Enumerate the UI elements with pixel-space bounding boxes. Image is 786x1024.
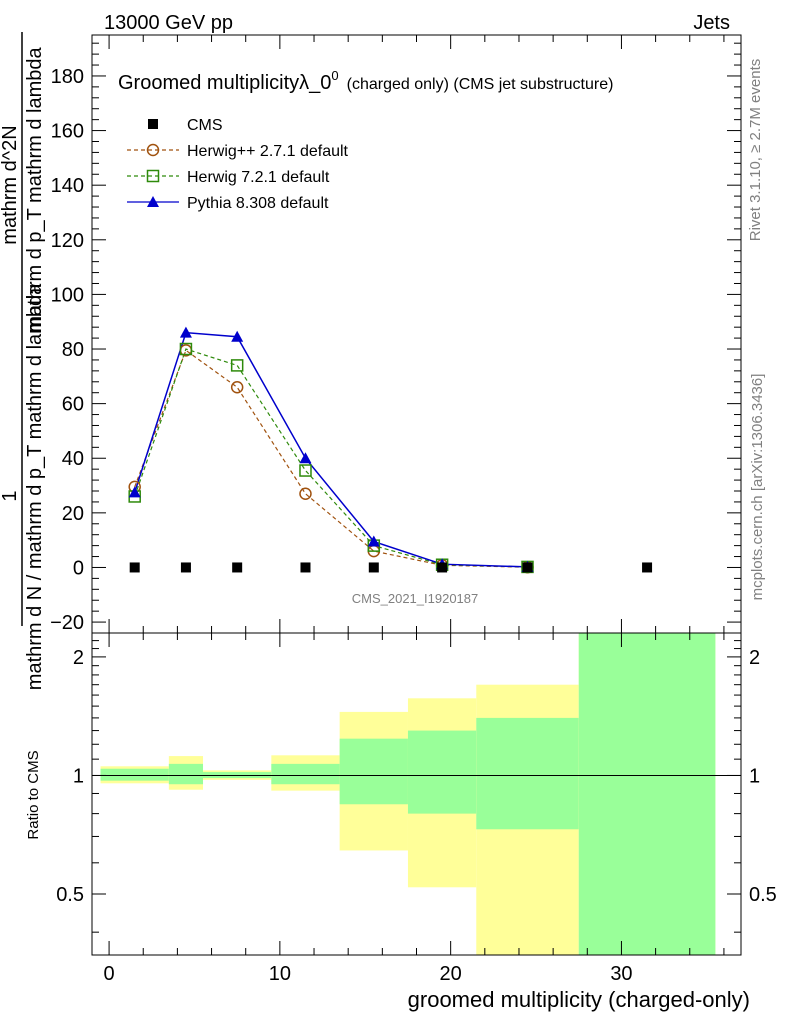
title-suffix: (charged only) (CMS jet substructure) xyxy=(347,76,614,93)
series-0-point xyxy=(230,380,244,394)
series-1-point xyxy=(230,359,244,372)
x-tick-label: 10 xyxy=(269,963,291,985)
ratio-axes: 0.5 0.51 12 20 10 20 30 xyxy=(56,632,777,985)
y-tick-label: 160 xyxy=(51,121,84,143)
x-tick-label: 0 xyxy=(104,963,115,985)
ratio-band-green-0 xyxy=(100,768,169,781)
cms-point xyxy=(437,562,448,573)
ratio-band-green-4 xyxy=(339,738,408,805)
series-2-point xyxy=(128,486,141,498)
y-tick-label: 20 xyxy=(62,503,84,525)
cms-point xyxy=(642,562,653,573)
y-tick-label: 140 xyxy=(51,175,84,197)
header-left: 13000 GeV pp xyxy=(104,12,233,34)
x-tick-label: 30 xyxy=(610,963,632,985)
cms-point xyxy=(300,562,311,573)
series-2-point xyxy=(179,326,192,338)
series-line-0 xyxy=(134,349,528,568)
series-0-point xyxy=(299,487,312,500)
y-tick-label: 100 xyxy=(51,284,84,306)
legend-label-2: Herwig 7.2.1 default xyxy=(187,169,330,186)
series-line-1 xyxy=(134,348,528,568)
ratio-ylabel: Ratio to CMS xyxy=(25,750,42,839)
ratio-band-green-3 xyxy=(271,763,340,785)
y-tick-label: 0 xyxy=(73,557,84,579)
cms-markers xyxy=(129,562,653,573)
y-tick-label: 40 xyxy=(62,448,84,470)
ratio-tick-label: 1 xyxy=(73,765,84,787)
series-1-point xyxy=(299,464,312,477)
y-tick-label: 120 xyxy=(51,230,84,252)
ratio-tick-label: 2 xyxy=(73,647,84,669)
series-lines xyxy=(133,331,528,568)
ylabel-inner-top: mathrm d^2N xyxy=(0,125,21,244)
ylabel-numerator: 1 xyxy=(0,490,21,501)
series-1-point xyxy=(179,342,193,356)
title-sup: 0 xyxy=(331,68,338,83)
cms-point xyxy=(368,562,379,573)
ratio-band-green-7 xyxy=(578,633,716,955)
xlabel: groomed multiplicity (charged-only) xyxy=(408,987,750,1012)
y-tick-label: 180 xyxy=(51,66,84,88)
series-markers xyxy=(128,326,534,574)
chart-title: Groomed multiplicityλ_00 (charged only) (… xyxy=(118,68,613,94)
ratio-tick-label-right: 2 xyxy=(749,647,760,669)
legend-marker-3 xyxy=(147,196,159,207)
right-label-top: Rivet 3.1.10, ≥ 2.7M events xyxy=(747,59,764,242)
cms-point xyxy=(232,562,243,573)
ratio-tick-label-right: 1 xyxy=(749,765,760,787)
cms-point xyxy=(180,562,191,573)
ylabel-denominator: mathrm d N / mathrm d p_T mathrm d lambd… xyxy=(24,283,46,690)
y-tick-label: 60 xyxy=(62,394,84,416)
title-lambda: λ_0 xyxy=(299,72,331,94)
x-tick-label: 20 xyxy=(440,963,462,985)
series-2-point xyxy=(231,330,244,342)
legend-marker-2 xyxy=(146,169,160,183)
cms-point xyxy=(129,562,140,573)
ratio-band-green-5 xyxy=(407,730,477,814)
ratio-tick-label: 0.5 xyxy=(56,884,84,906)
legend-label-3: Pythia 8.308 default xyxy=(187,195,329,212)
ratio-bands xyxy=(100,633,716,955)
ratio-band-green-1 xyxy=(168,763,204,785)
ratio-band-green-6 xyxy=(476,717,579,830)
series-line-2 xyxy=(133,331,528,568)
main-axes: −20 0 20 40 60 80 100 120 140 160 180 xyxy=(50,34,742,634)
legend: CMS Herwig++ 2.7.1 default Herwig 7.2.1 de… xyxy=(127,117,349,212)
legend-label-1: Herwig++ 2.7.1 default xyxy=(187,143,349,160)
legend-marker-0 xyxy=(148,119,158,129)
y-tick-label: −20 xyxy=(50,612,84,634)
ratio-tick-label-right: 0.5 xyxy=(749,884,777,906)
right-label-bottom: mcplots.cern.ch [arXiv:1306.3436] xyxy=(749,374,766,601)
series-2-point xyxy=(367,535,380,547)
legend-marker-1 xyxy=(146,143,160,157)
cms-point xyxy=(522,562,533,573)
ylabel-inner-bottom: mathrm d p_T mathrm d lambda xyxy=(24,46,46,332)
series-2-point xyxy=(299,452,312,464)
legend-label-0: CMS xyxy=(187,117,223,134)
title-main: Groomed multiplicity xyxy=(118,72,299,94)
svg-text:Groomed multiplicityλ_00(charg: Groomed multiplicityλ_00 (charged only) (… xyxy=(118,68,613,94)
header-right: Jets xyxy=(693,12,730,34)
y-tick-label: 80 xyxy=(62,339,84,361)
watermark: CMS_2021_I1920187 xyxy=(352,591,479,606)
